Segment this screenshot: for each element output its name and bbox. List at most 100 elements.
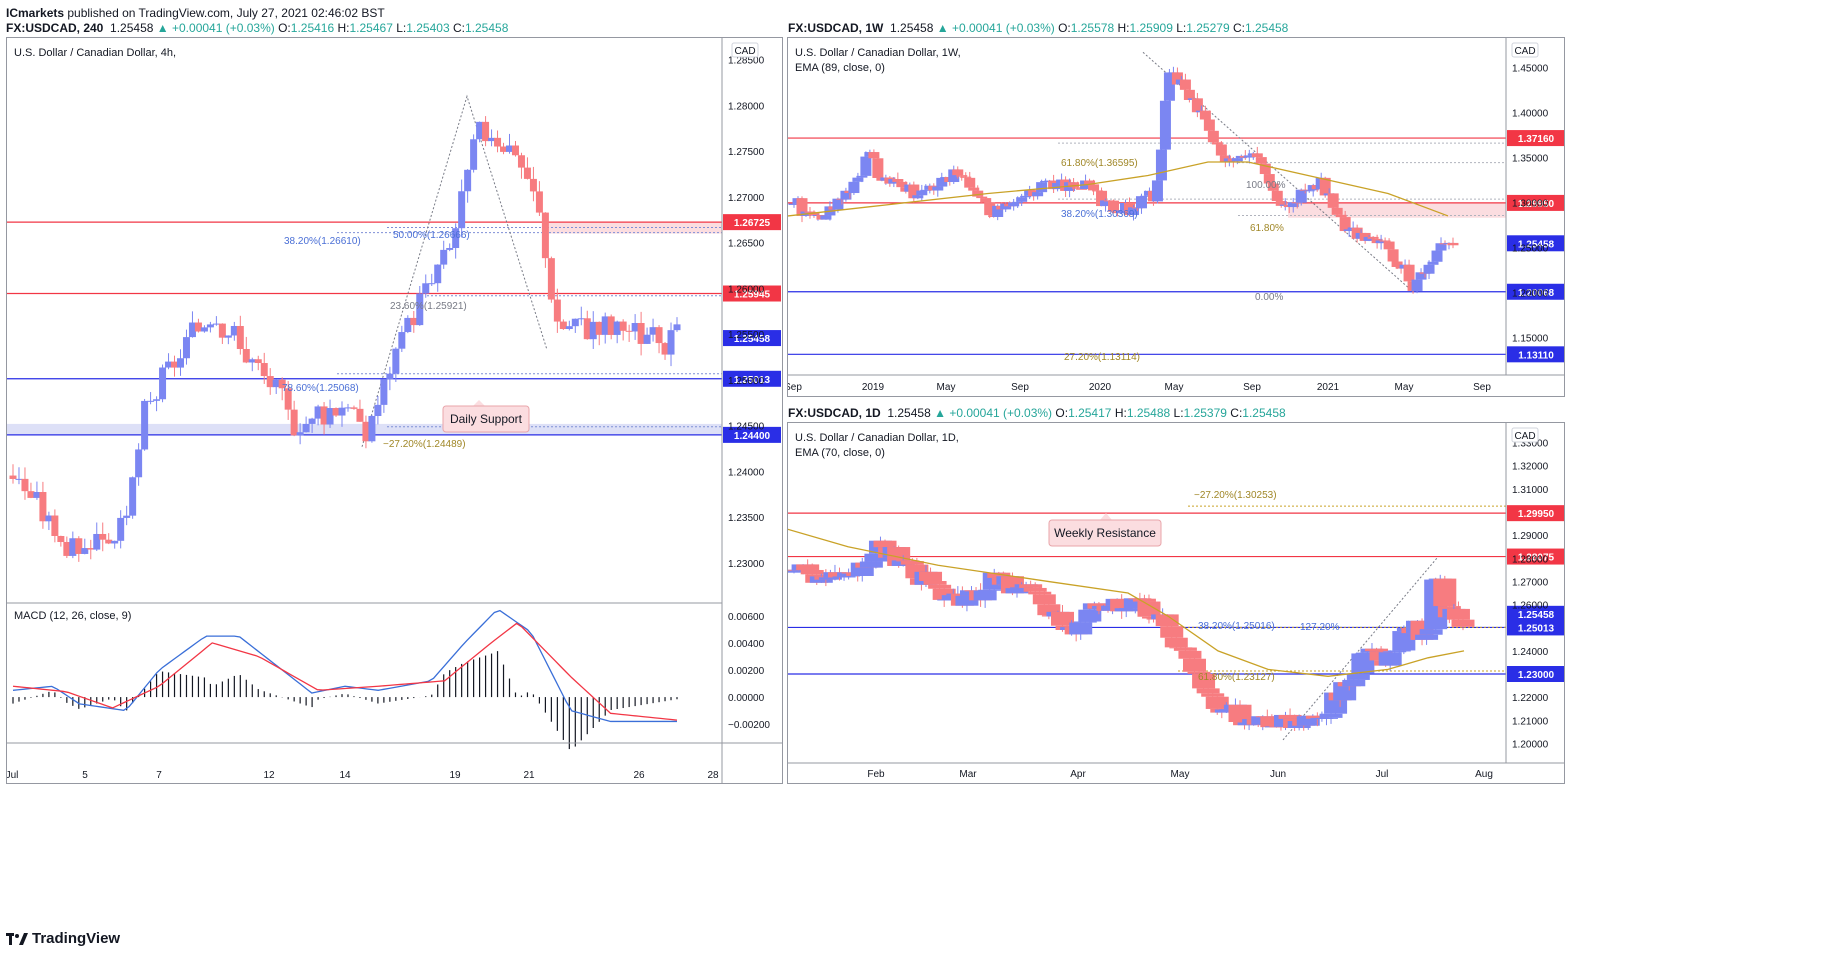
candle-body xyxy=(1199,110,1211,120)
candle-body xyxy=(386,373,394,380)
h4-currency-label: CAD xyxy=(734,46,755,57)
candle-body xyxy=(1116,210,1128,214)
candle-body xyxy=(661,343,669,355)
candle-body xyxy=(171,361,179,368)
candle-body xyxy=(1269,726,1293,728)
candle-body xyxy=(872,158,884,178)
candle-body xyxy=(254,359,262,364)
candle-body xyxy=(832,198,844,210)
candle-body xyxy=(1100,200,1112,207)
w1-currency-box xyxy=(1511,42,1539,58)
candle-body xyxy=(1072,187,1084,189)
candle-body xyxy=(1196,688,1220,694)
candle-body xyxy=(956,175,968,177)
candle-body xyxy=(936,177,948,187)
candle-body xyxy=(868,152,880,159)
h4-chart[interactable]: U.S. Dollar / Canadian Dollar, 4h, 1.2672… xyxy=(6,38,782,783)
d1-y-tick: 1.20000 xyxy=(1512,739,1549,750)
candle-body xyxy=(284,388,292,410)
candle-body xyxy=(368,416,376,442)
level-price-label: 1.20068 xyxy=(1518,288,1555,299)
w1-chart-pane[interactable]: U.S. Dollar / Canadian Dollar, 1W, EMA (8… xyxy=(784,37,1565,397)
w1-y-tick: 1.45000 xyxy=(1512,64,1549,75)
candle-body xyxy=(1291,202,1303,204)
d1-annotation-pointer xyxy=(1100,513,1112,520)
level-price-tag xyxy=(1507,130,1565,147)
d1-y-tick: 1.22000 xyxy=(1512,693,1549,704)
candle-body xyxy=(1137,601,1161,617)
w1-chart[interactable]: U.S. Dollar / Canadian Dollar, 1W, EMA (8… xyxy=(784,38,1565,396)
footer-brand[interactable]: TradingView xyxy=(6,930,120,947)
candle-body xyxy=(972,190,984,197)
h4-chart-pane[interactable]: U.S. Dollar / Canadian Dollar, 4h, 1.2672… xyxy=(6,37,783,784)
d1-annotation-text: Weekly Resistance xyxy=(1054,526,1156,540)
h4-high: 1.25467 xyxy=(349,21,393,35)
candle-body xyxy=(1023,587,1047,592)
macd-line xyxy=(12,609,677,723)
publisher-text: published on TradingView.com, July 27, 2… xyxy=(64,6,385,20)
d1-change: ▲ +0.00041 (+0.03%) xyxy=(934,406,1053,420)
candle-body xyxy=(1251,153,1263,158)
candle-body xyxy=(248,359,256,363)
w1-fib-label: 100.00% xyxy=(1246,180,1286,191)
candle-body xyxy=(176,358,184,368)
w1-fib-label: 61.80%(1.36595) xyxy=(1061,158,1138,169)
candle-body xyxy=(1303,190,1315,192)
candle-body xyxy=(964,177,976,188)
candle-body xyxy=(852,177,864,182)
candle-body xyxy=(1127,207,1139,216)
candle-body xyxy=(860,156,872,176)
candle-body xyxy=(1378,652,1402,666)
h4-y-tick: 1.27500 xyxy=(728,147,765,158)
candle-body xyxy=(45,515,53,522)
h4-y-tick: 1.26000 xyxy=(728,284,765,295)
d1-header: FX:USDCAD, 1D 1.25458 ▲ +0.00041 (+0.03%… xyxy=(788,406,1286,420)
publisher-name[interactable]: ICmarkets xyxy=(6,6,65,20)
d1-y-tick: 1.26000 xyxy=(1512,601,1549,612)
candle-body xyxy=(948,169,960,183)
candle-body xyxy=(1108,200,1120,212)
d1-symbol[interactable]: FX:USDCAD, 1D xyxy=(788,406,881,420)
candle-body xyxy=(1305,715,1329,719)
h4-x-tick: 12 xyxy=(263,770,275,781)
candle-body xyxy=(1427,261,1439,265)
candle-body xyxy=(955,595,979,606)
candle-body xyxy=(583,318,591,340)
candle-body xyxy=(1020,195,1032,198)
candle-body xyxy=(1173,647,1197,651)
candle-body xyxy=(1164,637,1188,648)
h4-currency-box xyxy=(731,42,759,58)
h4-y-tick: 1.24000 xyxy=(728,467,765,478)
candle-body xyxy=(428,283,436,285)
d1-chart-pane[interactable]: U.S. Dollar / Canadian Dollar, 1D, EMA (7… xyxy=(782,422,1565,784)
h4-header: FX:USDCAD, 240 1.25458 ▲ +0.00041 (+0.03… xyxy=(6,21,509,35)
d1-x-tick: Mar xyxy=(959,769,977,780)
d1-currency-box xyxy=(1511,427,1539,443)
d1-x-tick: Feb xyxy=(867,769,885,780)
candle-body xyxy=(928,584,952,589)
candle-body xyxy=(308,418,316,424)
h4-x-tick: 7 xyxy=(156,770,162,781)
h4-annotation-text: Daily Support xyxy=(450,412,523,426)
candle-body xyxy=(1346,673,1370,680)
candle-body xyxy=(1119,608,1143,610)
h4-symbol[interactable]: FX:USDCAD, 240 xyxy=(6,21,104,35)
brand-name: TradingView xyxy=(32,930,121,947)
candle-body xyxy=(804,211,816,213)
candle-body xyxy=(1191,98,1203,113)
candle-body xyxy=(937,599,961,601)
candle-body xyxy=(1299,189,1311,191)
candle-body xyxy=(123,515,131,518)
candle-body xyxy=(864,553,888,562)
candle-body xyxy=(984,202,996,216)
candle-body xyxy=(667,330,675,355)
d1-chart[interactable]: U.S. Dollar / Canadian Dollar, 1D, EMA (7… xyxy=(782,423,1565,783)
candle-body xyxy=(1331,207,1343,215)
candle-body xyxy=(141,400,149,450)
candle-body xyxy=(788,203,800,205)
candle-body xyxy=(511,145,519,156)
candle-body xyxy=(464,169,472,192)
w1-symbol[interactable]: FX:USDCAD, 1W xyxy=(788,21,884,35)
candle-body xyxy=(1215,144,1227,156)
d1-y-tick: 1.32000 xyxy=(1512,462,1549,473)
